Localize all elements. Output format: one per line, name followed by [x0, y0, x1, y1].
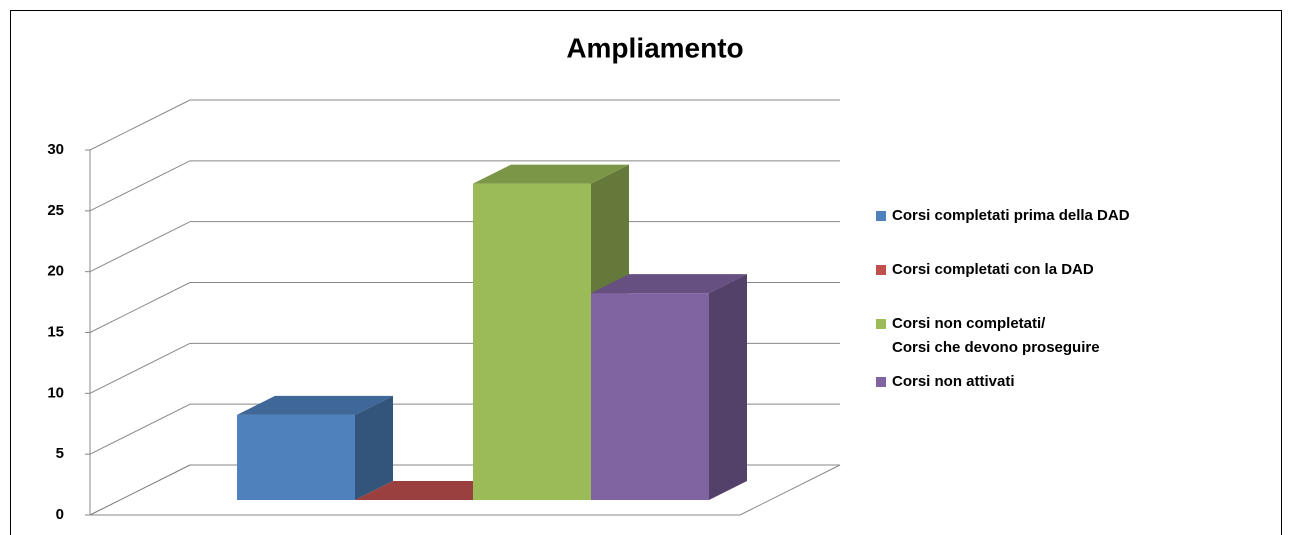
chart-frame	[10, 10, 1282, 535]
grid-line	[89, 403, 191, 455]
legend-label: Corsi completati con la DAD	[892, 261, 1094, 278]
y-tick-label: 20	[47, 263, 64, 280]
legend-label: Corsi non attivati	[892, 373, 1015, 390]
chart-title: Ampliamento	[566, 32, 743, 63]
legend-item: Corsi completati con la DAD	[876, 258, 1094, 282]
legend-swatch	[876, 319, 886, 329]
legend-swatch	[876, 377, 886, 387]
bar-front	[237, 414, 355, 500]
legend-swatch	[876, 211, 886, 221]
y-tick-label: 15	[47, 323, 64, 340]
y-tick-label: 0	[56, 506, 64, 523]
bar-side	[709, 274, 747, 500]
bar-top	[355, 481, 511, 500]
y-tick-label: 10	[47, 384, 64, 401]
legend-label: Corsi non completati/ Corsi che devono p…	[892, 315, 1100, 356]
y-tick-label: 25	[47, 202, 64, 219]
bar-top	[591, 274, 747, 294]
legend-item: Corsi non completati/ Corsi che devono p…	[876, 312, 1100, 360]
grid-line	[89, 282, 191, 333]
y-tick-label: 5	[56, 445, 64, 462]
grid-line	[89, 342, 191, 394]
grid-line	[89, 160, 191, 212]
grid-line	[89, 99, 191, 151]
bar	[237, 395, 393, 500]
bar-front	[473, 183, 591, 500]
legend-item: Corsi completati prima della DAD	[876, 204, 1130, 228]
bar	[591, 274, 747, 500]
grid-line	[89, 221, 191, 273]
bar-top	[473, 164, 629, 184]
legend-swatch	[876, 265, 886, 275]
bar-top	[237, 395, 393, 415]
legend-label: Corsi completati prima della DAD	[892, 207, 1130, 224]
legend-item: Corsi non attivati	[876, 370, 1015, 394]
bar-side	[355, 395, 393, 500]
y-tick-label: 30	[47, 141, 64, 158]
bar	[355, 481, 511, 500]
bar-front	[591, 293, 709, 500]
grid-line	[89, 464, 191, 516]
